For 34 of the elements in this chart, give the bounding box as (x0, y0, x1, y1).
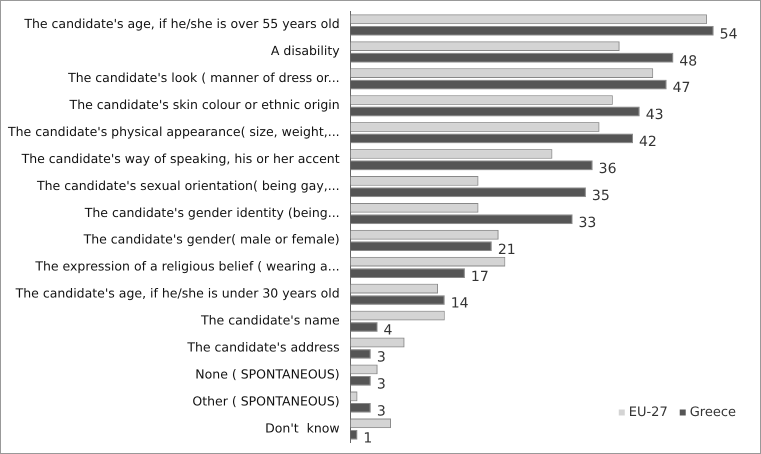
data-label: 3 (376, 376, 386, 393)
data-label: 36 (598, 161, 617, 178)
data-label: 48 (679, 53, 698, 70)
data-label: 1 (363, 430, 372, 446)
data-label: 3 (376, 350, 386, 366)
y-tick-label: The candidate's skin colour or ethnic origin (68, 97, 340, 112)
y-tick-label: Don't know (265, 420, 340, 436)
y-tick-label: The candidate's way of speaking, his or her accent (20, 150, 340, 166)
data-label: 47 (672, 80, 690, 96)
y-tick-label: The candidate's sexual orientation( being gay,... (36, 178, 340, 193)
y-tick-label: The candidate's look ( manner of dress or... (67, 70, 340, 86)
data-label: 35 (592, 188, 610, 204)
y-tick-label: The expression of a religious belief ( wearing a... (34, 258, 340, 274)
y-tick-label: The candidate's physical appearance( size, weight,... (6, 124, 340, 139)
data-label: 33 (578, 214, 596, 231)
y-tick-label: None ( SPONTANEOUS) (195, 366, 340, 382)
y-tick-label: The candidate's gender identity (being... (84, 204, 340, 220)
legend-label: EU-27 (628, 404, 668, 420)
y-tick-label: The candidate's age, if he/she is over 55 years old (23, 16, 340, 32)
data-label: 54 (720, 26, 738, 42)
y-tick-label: Other ( SPONTANEOUS) (192, 393, 340, 408)
y-tick-label: A disability (270, 43, 340, 58)
data-label: 4 (384, 322, 393, 339)
y-tick-label: The candidate's gender( male or female) (82, 232, 340, 247)
legend-label: Greece (690, 404, 736, 420)
data-label: 14 (450, 296, 469, 312)
data-label: 43 (646, 107, 664, 124)
data-label: 42 (638, 134, 657, 150)
y-tick-label: The candidate's age, if he/she is under 30 years old (14, 286, 340, 301)
y-tick-label: The candidate's address (186, 339, 340, 354)
data-label: 21 (498, 242, 516, 258)
y-tick-label: The candidate's name (200, 312, 340, 328)
data-label: 3 (376, 403, 386, 420)
data-label: 17 (470, 268, 489, 285)
